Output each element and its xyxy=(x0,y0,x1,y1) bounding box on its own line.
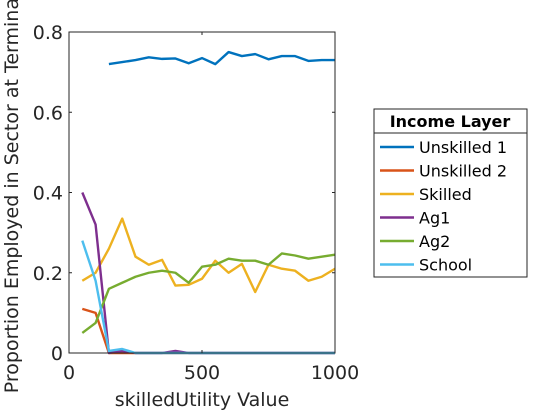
x-tick-label-2: 1000 xyxy=(311,362,359,384)
legend-label-0: Unskilled 1 xyxy=(419,138,507,157)
y-axis-label: Proportion Employed in Sector at Termina… xyxy=(1,0,23,393)
y-tick-label-3: 0.6 xyxy=(33,102,63,124)
series-line-4 xyxy=(81,252,336,334)
plot-area: 0 500 1000 0 0.2 0.4 0.6 0.8 xyxy=(33,22,359,384)
legend-label-3: Ag1 xyxy=(419,209,450,228)
legend: Income Layer Unskilled 1 Unskilled 2 Skill… xyxy=(373,108,528,278)
series-line-0 xyxy=(108,50,335,66)
legend-label-1: Unskilled 2 xyxy=(419,162,507,181)
legend-title: Income Layer xyxy=(390,112,511,131)
legend-label-2: Skilled xyxy=(419,185,472,204)
legend-label-4: Ag2 xyxy=(419,232,450,251)
series-line-2 xyxy=(81,217,336,294)
y-tick-label-2: 0.4 xyxy=(33,183,63,205)
x-tick-label-0: 0 xyxy=(63,362,75,384)
y-tick-label-1: 0.2 xyxy=(33,263,63,285)
x-tick-label-1: 500 xyxy=(184,362,220,384)
plot-background xyxy=(69,32,335,353)
y-tick-label-0: 0 xyxy=(51,343,63,365)
x-axis-label: skilledUtility Value xyxy=(115,389,290,411)
legend-entries: Unskilled 1 Unskilled 2 Skilled Ag1 Ag2 Schoo… xyxy=(380,138,507,275)
ticks-layer: 0 500 1000 0 0.2 0.4 0.6 0.8 xyxy=(33,22,359,384)
legend-label-5: School xyxy=(419,256,472,275)
y-tick-label-4: 0.8 xyxy=(33,22,63,44)
